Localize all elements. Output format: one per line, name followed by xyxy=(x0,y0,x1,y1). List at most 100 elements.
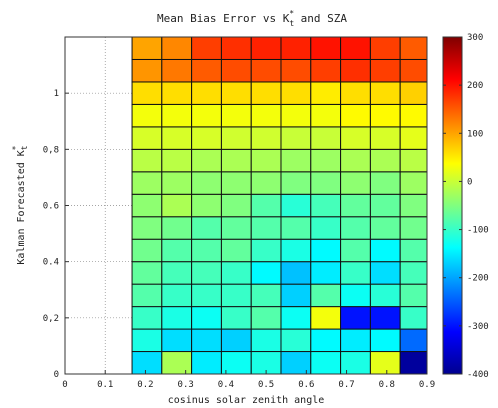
heatmap-cell xyxy=(250,328,282,353)
heatmap-cell xyxy=(369,126,401,150)
heatmap-cell xyxy=(340,238,371,263)
heatmap-cell xyxy=(340,261,371,285)
heatmap-cell xyxy=(310,351,342,375)
heatmap-cell xyxy=(191,148,222,173)
y-axis-label-sup: * xyxy=(11,145,20,150)
x-tick-label: 0.4 xyxy=(218,380,234,390)
heatmap-cell xyxy=(340,171,371,195)
heatmap-cell xyxy=(161,238,193,263)
heatmap-cell xyxy=(161,36,193,60)
heatmap-cell xyxy=(131,81,163,105)
y-tick-label: 0 xyxy=(54,370,59,380)
chart-title-main: Mean Bias Error vs K xyxy=(157,12,290,25)
heatmap-cell xyxy=(399,148,428,173)
heatmap-cell xyxy=(310,328,342,353)
heatmap-cell xyxy=(280,216,312,240)
chart-title-sub: t xyxy=(289,19,294,28)
heatmap-cell xyxy=(250,193,282,218)
heatmap-cell xyxy=(250,171,282,195)
heatmap-cell xyxy=(310,306,342,330)
heatmap-cell xyxy=(220,306,252,330)
heatmap-cell xyxy=(191,126,222,150)
heatmap-cell xyxy=(250,126,282,150)
heatmap-cell xyxy=(399,351,428,375)
heatmap-cell xyxy=(191,261,222,285)
heatmap-cell xyxy=(399,103,428,128)
chart-title-sup: * xyxy=(289,9,294,18)
heatmap-cell xyxy=(369,193,401,218)
heatmap-cell xyxy=(280,328,312,353)
heatmap-cell xyxy=(369,148,401,173)
heatmap-cell xyxy=(220,171,252,195)
colorbar xyxy=(442,36,463,375)
heatmap-cell xyxy=(191,171,222,195)
heatmap-cell xyxy=(131,351,163,375)
heatmap-cell xyxy=(399,171,428,195)
heatmap-cell xyxy=(340,36,371,60)
heatmap-cell xyxy=(369,81,401,105)
heatmap-cell xyxy=(250,36,282,60)
heatmap-cell xyxy=(161,126,193,150)
x-tick-label: 0 xyxy=(62,380,67,390)
heatmap-cell xyxy=(369,283,401,308)
heatmap-cell xyxy=(310,126,342,150)
heatmap-cell xyxy=(161,148,193,173)
heatmap-cell xyxy=(191,283,222,308)
colorbar-ticks: 300 200 100 0 -100 -200 -300 -400 xyxy=(443,33,489,380)
heatmap-cell xyxy=(399,193,428,218)
y-tick-label: 0.4 xyxy=(43,258,59,268)
heatmap-cell xyxy=(191,351,222,375)
heatmap-cell xyxy=(280,193,312,218)
heatmap-cell xyxy=(399,216,428,240)
heatmap-cell xyxy=(161,283,193,308)
heatmap-cell xyxy=(280,58,312,83)
heatmap-cell xyxy=(280,103,312,128)
y-tick-label: 0,8 xyxy=(43,145,59,155)
x-tick-label: 0.3 xyxy=(178,380,194,390)
x-tick-label: 0.1 xyxy=(97,380,113,390)
heatmap-cell xyxy=(340,328,371,353)
y-tick-label: 0,2 xyxy=(43,314,59,324)
heatmap-cell xyxy=(191,36,222,60)
heatmap-cell xyxy=(369,103,401,128)
heatmap-cell xyxy=(161,328,193,353)
heatmap-cell xyxy=(191,328,222,353)
heatmap-cell xyxy=(250,306,282,330)
heatmap-cell xyxy=(161,261,193,285)
heatmap-cell xyxy=(220,103,252,128)
heatmap-cell xyxy=(220,81,252,105)
heatmap-cell xyxy=(161,351,193,375)
heatmap-cell xyxy=(161,171,193,195)
y-axis-label-main: Kalman Forecasted K xyxy=(16,150,27,264)
heatmap-cell xyxy=(280,148,312,173)
heatmap-cell xyxy=(250,81,282,105)
x-tick-label: 0.9 xyxy=(419,380,435,390)
heatmap-cell xyxy=(340,148,371,173)
colorbar-tick-label: -100 xyxy=(467,226,489,236)
heatmap-cell xyxy=(191,306,222,330)
heatmap-cell xyxy=(340,306,371,330)
heatmap-cell xyxy=(280,261,312,285)
heatmap-cell xyxy=(369,351,401,375)
y-axis-label-sub: t xyxy=(20,145,29,150)
heatmap-cell xyxy=(131,171,163,195)
heatmap-cell xyxy=(340,351,371,375)
heatmap-cell xyxy=(310,103,342,128)
heatmap-cell xyxy=(250,58,282,83)
x-tick-label: 0.7 xyxy=(338,380,354,390)
heatmap-cell xyxy=(280,238,312,263)
heatmap-cell xyxy=(310,58,342,83)
heatmap-cell xyxy=(220,283,252,308)
heatmap-cell xyxy=(220,328,252,353)
heatmap-cell xyxy=(131,216,163,240)
heatmap-cell xyxy=(220,36,252,60)
x-tick-label: 0.2 xyxy=(137,380,153,390)
heatmap-cell xyxy=(131,261,163,285)
heatmap-cell xyxy=(280,171,312,195)
heatmap-cell xyxy=(369,171,401,195)
heatmap-cell xyxy=(280,306,312,330)
colorbar-tick-label: -300 xyxy=(467,322,489,332)
heatmap-cell xyxy=(131,306,163,330)
heatmap-cell xyxy=(161,58,193,83)
heatmap-cell xyxy=(220,261,252,285)
